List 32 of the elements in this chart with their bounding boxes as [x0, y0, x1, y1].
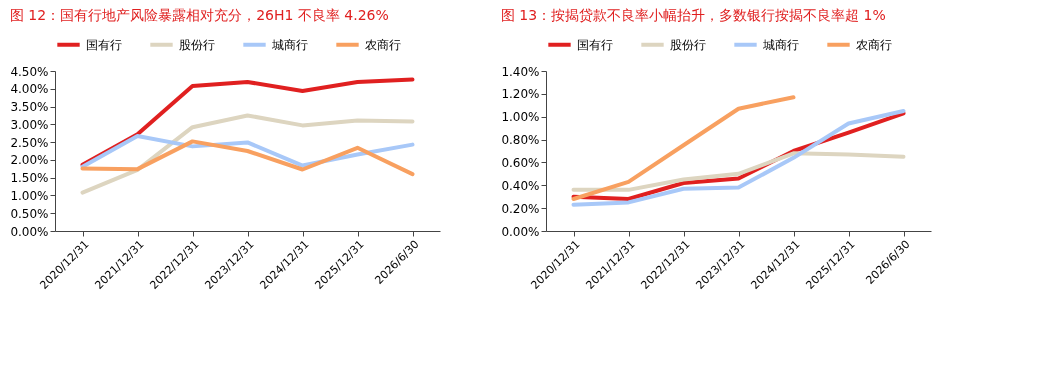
y-tick-label: 1.40% [501, 64, 540, 79]
y-tick-label: 0.80% [501, 133, 540, 148]
y-tick-label: 1.20% [501, 87, 540, 102]
legend-label: 城商行 [271, 37, 308, 52]
y-tick-label: 1.50% [10, 171, 49, 186]
legend-label: 农商行 [365, 37, 401, 52]
legend-label: 城商行 [762, 37, 799, 52]
line-series [80, 113, 415, 195]
legend-label: 农商行 [856, 37, 892, 52]
y-tick-label: 2.50% [10, 135, 49, 150]
y-tick-label: 3.50% [10, 100, 49, 115]
y-tick-label: 1.00% [501, 110, 540, 125]
y-tick-label: 0.20% [501, 201, 540, 216]
legend-label: 股份行 [670, 37, 706, 52]
y-tick-label: 2.00% [10, 153, 49, 168]
legend-label: 股份行 [179, 37, 215, 52]
y-tick-label: 4.00% [10, 82, 49, 97]
legend-label: 国有行 [577, 37, 613, 52]
y-tick-label: 3.00% [10, 117, 49, 132]
y-tick-label: 0.60% [501, 155, 540, 170]
y-tick-label: 4.50% [10, 64, 49, 79]
y-tick-label: 0.00% [10, 224, 49, 239]
y-tick-label: 0.50% [10, 206, 49, 221]
y-tick-label: 0.00% [501, 224, 540, 239]
chart-title: 图 13：按揭贷款不良率小幅抬升，多数银行按揭不良率超 1% [500, 7, 886, 23]
legend-label: 国有行 [86, 37, 122, 52]
line-series [571, 151, 906, 192]
y-tick-label: 0.40% [501, 178, 540, 193]
line-series [571, 95, 796, 201]
line-series [80, 139, 415, 177]
chart-title: 图 12：国有行地产风险暴露相对充分，26H1 不良率 4.26% [9, 7, 389, 23]
y-tick-label: 1.00% [10, 188, 49, 203]
